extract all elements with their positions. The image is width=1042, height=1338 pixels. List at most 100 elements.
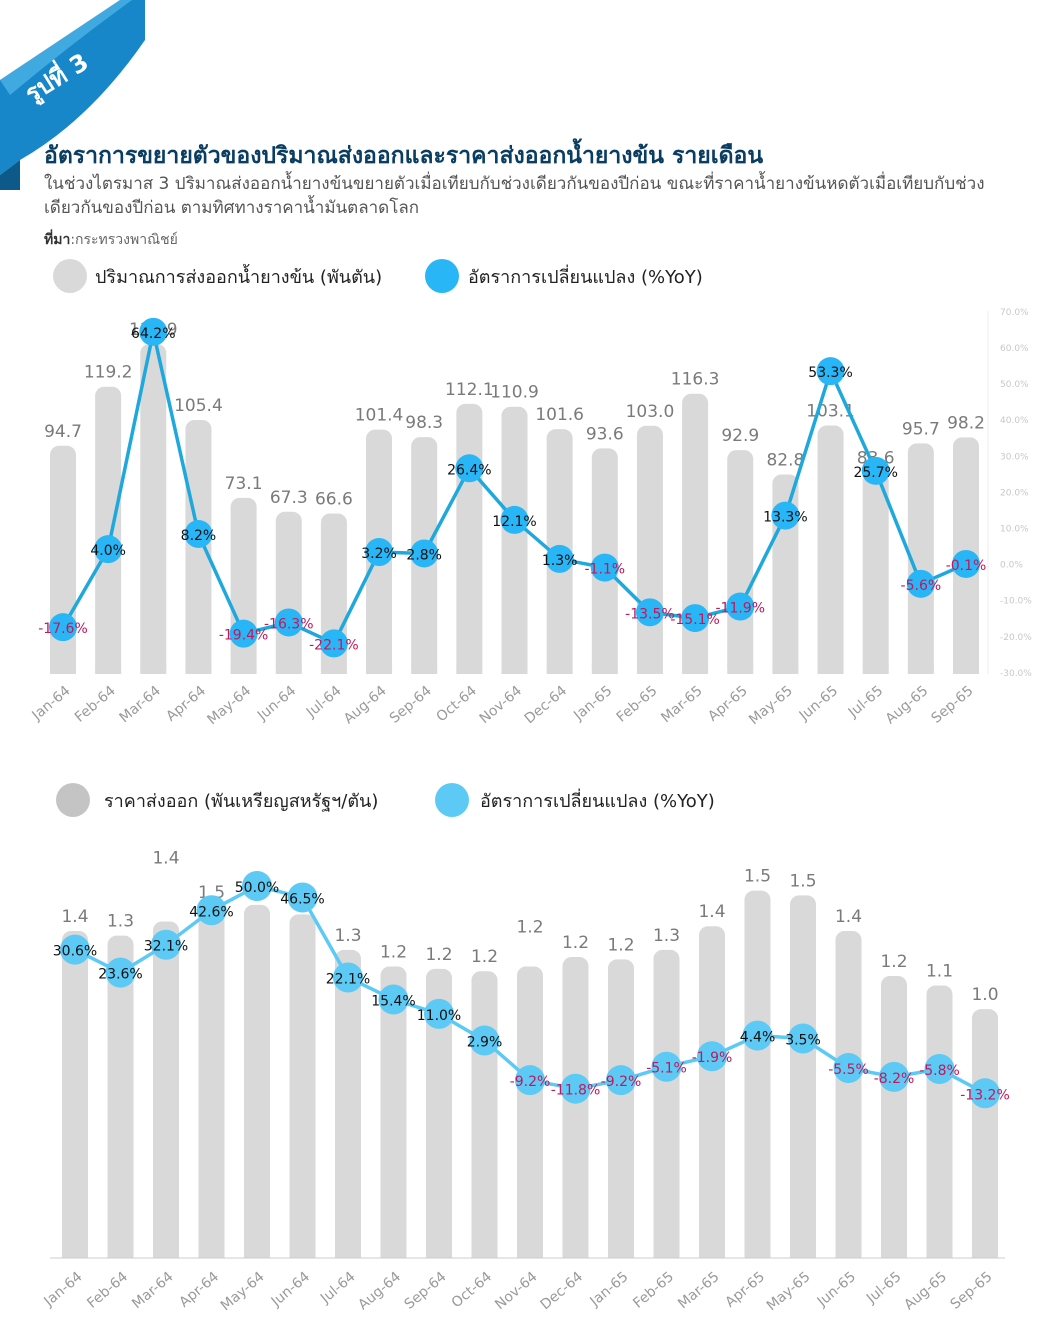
right-axis-tick: 50.0%	[1000, 380, 1029, 390]
yoy-value-label: 23.6%	[98, 967, 142, 983]
x-axis-tick: Aug-65	[883, 683, 932, 728]
price-value-label: 1.2	[516, 917, 543, 937]
volume-value-label: 105.4	[174, 396, 223, 416]
yoy-marker	[590, 553, 619, 582]
x-axis-tick: Sep-65	[929, 683, 977, 727]
price-bar-base	[881, 1248, 907, 1258]
yoy-value-label: 2.8%	[406, 547, 442, 563]
x-axis-tick: Jan-65	[586, 1269, 631, 1310]
yoy-marker	[606, 1065, 636, 1096]
price-bar	[881, 975, 907, 1258]
yoy-marker	[771, 501, 800, 530]
yoy-value-label: -5.8%	[919, 1063, 960, 1079]
right-axis-tick: -20.0%	[1000, 633, 1032, 643]
volume-bar-base	[817, 664, 844, 674]
x-axis-tick: May-65	[764, 1269, 814, 1314]
right-axis-tick: -30.0%	[1000, 669, 1032, 679]
price-bar-base	[380, 1248, 407, 1258]
price-bar	[699, 926, 725, 1258]
yoy-marker	[560, 1073, 591, 1104]
volume-bar	[907, 443, 934, 674]
price-bar-base	[471, 1248, 498, 1258]
volume-value-label: 92.9	[721, 426, 759, 446]
yoy-value-label: -9.2%	[510, 1074, 551, 1090]
volume-value-label: 101.4	[355, 406, 404, 426]
yoy-value-label: -11.9%	[715, 601, 765, 617]
x-axis-tick: Mar-65	[675, 1269, 722, 1312]
price-bar	[62, 930, 88, 1258]
x-axis-tick: Dec-64	[538, 1269, 587, 1313]
price-value-label: 1.2	[471, 947, 498, 967]
yoy-marker	[515, 1065, 545, 1096]
price-bar	[380, 966, 407, 1258]
volume-bar	[140, 344, 167, 674]
yoy-value-label: -5.6%	[901, 578, 942, 594]
price-bar-base	[62, 1248, 88, 1258]
legend-marker-price	[56, 783, 90, 817]
volume-value-label: 119.2	[84, 363, 133, 383]
figure-badge-ribbon	[0, 0, 145, 190]
legend-label-volume: ปริมาณการส่งออกน้ำยางข้น (พันตัน)	[95, 264, 382, 288]
volume-value-label: 112.1	[445, 380, 494, 400]
volume-bar-base	[140, 664, 167, 674]
volume-value-label: 67.3	[270, 488, 308, 508]
yoy-value-label: 2.9%	[467, 1034, 503, 1050]
x-axis-tick: Feb-64	[72, 683, 119, 726]
price-bar-base	[790, 1248, 816, 1258]
x-axis-tick: Mar-65	[658, 683, 705, 726]
yoy-value-label: 15.4%	[371, 993, 415, 1009]
yoy-marker	[952, 549, 980, 578]
price-bar	[289, 914, 316, 1258]
price-bar	[107, 935, 134, 1258]
price-bar-base	[517, 1248, 543, 1258]
price-value-label: 1.0	[971, 985, 998, 1005]
yoy-marker	[455, 454, 484, 483]
yoy-value-label: 53.3%	[808, 365, 852, 381]
yoy-marker	[60, 934, 90, 965]
volume-value-label: 66.6	[315, 489, 353, 509]
price-bar	[562, 957, 589, 1258]
yoy-marker	[906, 569, 935, 598]
price-bar	[744, 890, 771, 1258]
price-bar-base	[653, 1248, 680, 1258]
x-axis-tick: Oct-64	[449, 1269, 495, 1312]
yoy-value-label: 4.0%	[90, 543, 126, 559]
x-axis-tick: Feb-65	[630, 1269, 677, 1312]
yoy-value-label: 26.4%	[447, 462, 491, 478]
volume-value-label: 94.7	[44, 422, 82, 442]
source-label: ที่มา	[44, 232, 71, 248]
yoy-value-label: 12.1%	[492, 514, 536, 530]
yoy-value-label: 3.2%	[361, 546, 397, 562]
yoy-value-label: 3.5%	[785, 1033, 821, 1049]
right-axis-tick: 60.0%	[1000, 344, 1029, 354]
price-value-label: 1.4	[698, 902, 725, 922]
volume-value-label: 93.6	[586, 424, 624, 444]
price-value-label: 1.2	[380, 942, 407, 962]
volume-bar-base	[953, 664, 979, 674]
source-note: ที่มา:กระทรวงพาณิชย์	[44, 229, 178, 251]
price-bar	[653, 949, 680, 1258]
x-axis-tick: Apr-65	[722, 1269, 768, 1311]
yoy-marker	[788, 1023, 818, 1054]
price-value-label: 1.2	[562, 933, 589, 953]
yoy-marker	[651, 1051, 682, 1082]
volume-bar	[456, 403, 483, 674]
yoy-marker	[697, 1041, 727, 1072]
yoy-marker	[726, 592, 755, 621]
x-axis-tick: Feb-64	[84, 1269, 131, 1312]
volume-bar	[817, 425, 844, 674]
yoy-value-label: 11.0%	[417, 1008, 461, 1024]
yoy-value-label: 50.0%	[235, 880, 279, 896]
x-axis-tick: Mar-64	[129, 1269, 176, 1312]
price-value-label: 1.5	[789, 871, 816, 891]
price-bar	[926, 985, 953, 1258]
x-axis-tick: Apr-64	[176, 1269, 222, 1311]
x-axis-tick: May-64	[218, 1269, 268, 1314]
price-bar-base	[744, 1248, 771, 1258]
price-value-label: 1.4	[61, 907, 88, 927]
legend-marker-volume	[53, 259, 87, 293]
volume-bar-base	[546, 664, 573, 674]
volume-value-label: 82.8	[766, 450, 804, 470]
yoy-value-label: 42.6%	[189, 904, 233, 920]
yoy-marker	[184, 519, 213, 548]
